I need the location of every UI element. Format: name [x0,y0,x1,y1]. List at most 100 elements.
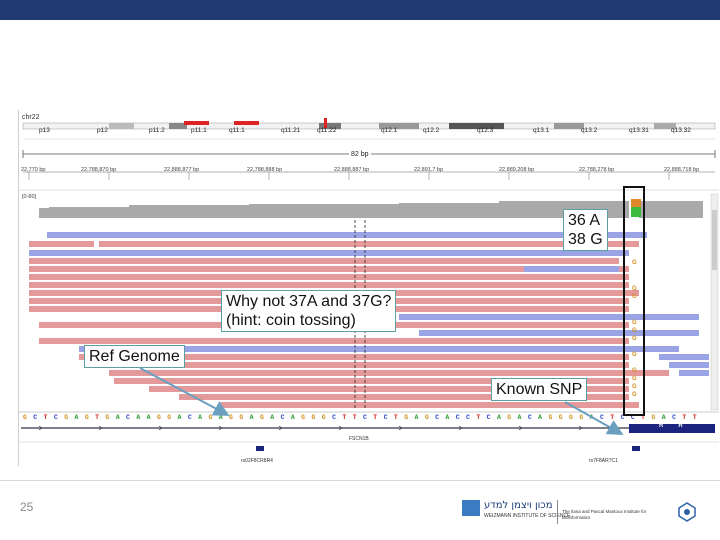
question-line-1: Why not 37A and 37G? [226,293,392,310]
coordinate-label: 22,888,877 bp [164,167,200,173]
coordinate-label: 22,888,718 bp [664,167,700,173]
reference-base: C [527,414,532,421]
ideogram-band-label: q11.22 [317,127,337,134]
coverage-range-label: [0-80] [22,194,37,200]
reference-base: T [692,414,697,421]
coordinate-label: 22,788,888 bp [247,167,283,173]
reference-base: T [352,414,357,421]
reference-base: C [126,414,130,421]
reference-base: G [23,414,27,421]
question-callout: Why not 37A and 37G? (hint: coin tossing… [221,290,397,332]
reference-base: A [136,414,141,421]
weizmann-logo-icon [462,500,480,516]
reference-base: A [661,414,666,421]
ideogram-band [654,123,676,129]
reference-base: A [290,414,295,421]
reference-base: A [538,414,543,421]
reference-base: C [280,414,285,421]
reference-base: T [43,414,48,421]
reference-base: G [311,414,316,421]
snp-highlight-box [623,186,645,416]
known-snp-callout: Known SNP [491,378,588,401]
read-mismatch-base: G [632,384,637,390]
reads-scrollbar [710,193,719,411]
reference-base: G [404,414,409,421]
ideogram-band-label: q11.21 [281,127,301,134]
ideogram-band [319,123,341,129]
read-mismatch-base: G [632,352,637,358]
reference-base: A [115,414,120,421]
slide-number: 25 [20,500,34,514]
span-label: 82 bp [349,151,371,158]
read-mismatch-base: G [632,286,637,292]
read-mismatch-base: G [632,392,637,398]
reference-base: C [672,414,676,421]
reference-base: G [167,414,172,421]
reference-base: C [332,414,336,421]
ideogram-band [169,123,187,129]
reference-base: G [64,414,69,421]
read-mismatch-base: G [632,376,637,382]
reference-base: G [579,414,584,421]
gene-label: FSCN1B [349,436,369,442]
reference-base: G [156,414,161,421]
reference-base: T [641,414,646,421]
chromosome-label: chr22 [22,114,40,121]
reference-base: T [373,414,378,421]
reference-base: G [229,414,233,421]
reference-base: G [105,414,110,421]
reference-base: A [74,414,79,421]
reference-base: G [558,414,563,421]
ideogram-centromere [234,121,259,125]
ideogram-band-label: p13 [39,127,50,134]
read-mismatch-base: G [632,260,637,266]
coordinate-label: 22,770 bp [21,167,46,173]
reference-base: A [445,414,450,421]
slide-header-bar [0,0,720,20]
reference-base: C [599,414,604,421]
center-name: The Ilana and Pascal Mantoux Institute f… [562,509,647,520]
reference-base: G [84,414,89,421]
variant-feature [632,446,640,451]
footer-divider [0,480,720,481]
reference-base: A [414,414,419,421]
allele-counts-callout: 36 A 38 G [563,209,608,251]
coordinate-label: 22,891,7 bp [414,167,444,173]
reference-base: A [177,414,182,421]
ideogram-band [379,123,419,129]
ideogram-band-label: p12 [97,127,108,134]
reference-base: G [239,414,244,421]
variant-feature [256,446,264,451]
ideogram-band-label: q12.3 [477,127,494,134]
ideogram-band-label: q12.2 [423,127,440,134]
ideogram-band-label: q12.1 [381,127,398,134]
igv-browser-panel: chr22 [18,110,719,466]
ideogram-bar [22,122,716,130]
reference-base: C [435,414,440,421]
reference-base: G [651,414,656,421]
reference-base: C [53,414,58,421]
ideogram-band-label: q13.32 [671,127,691,134]
reference-base: C [466,414,470,421]
reference-base: G [259,414,264,421]
ideogram-current-region [324,118,327,128]
reference-base: G [548,414,553,421]
bioinformatics-logo-icon [678,502,696,522]
reference-base: A [517,414,522,421]
reference-base: C [620,414,625,421]
reference-base: A [249,414,254,421]
ideogram-band-label: q11.1 [229,127,245,134]
reference-base: C [33,414,38,421]
reference-base: A [218,414,223,421]
read-mismatch-base: G [632,336,637,342]
reference-base: T [476,414,481,421]
ideogram-band-label: q13.1 [533,127,550,134]
coverage-snp-a [631,207,641,217]
reference-base: C [455,414,460,421]
reference-base: T [610,414,615,421]
question-line-2: (hint: coin tossing) [226,312,356,329]
ideogram-band-label: p11.1 [191,127,207,134]
ref-genome-callout: Ref Genome [84,345,185,368]
gene-exon-letters: R R [659,423,683,429]
reference-base: T [682,414,687,421]
